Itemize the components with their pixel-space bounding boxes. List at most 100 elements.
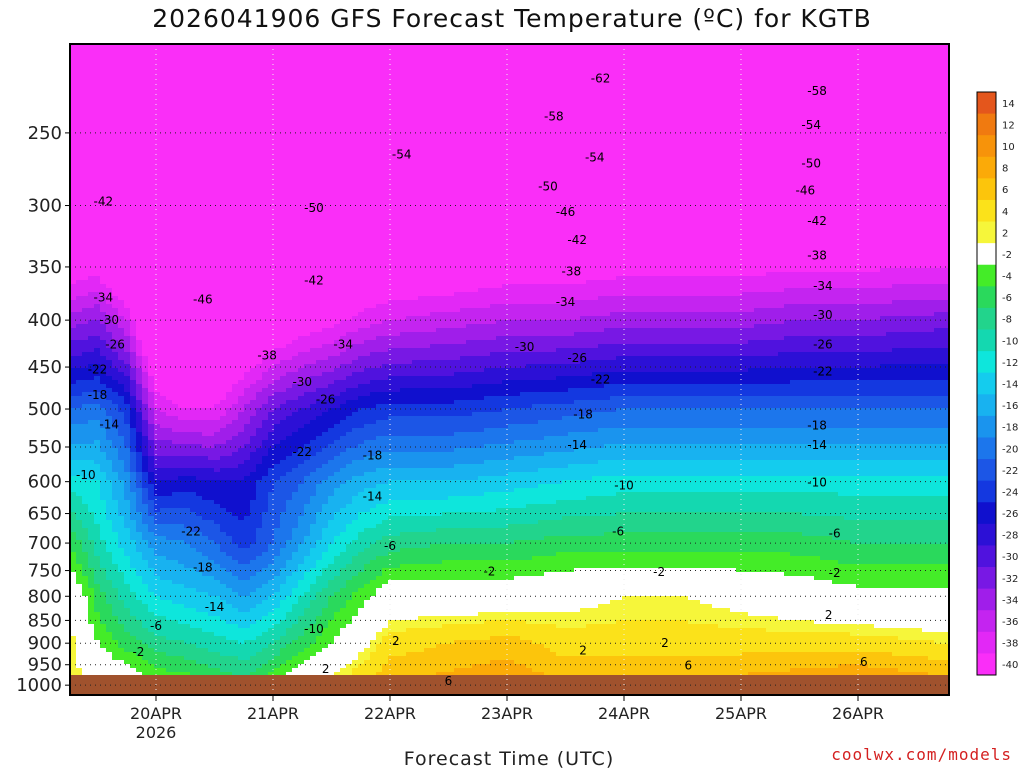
heatmap-cell bbox=[154, 452, 161, 457]
heatmap-cell bbox=[88, 128, 95, 133]
heatmap-cell bbox=[190, 516, 197, 521]
heatmap-cell bbox=[196, 196, 203, 201]
heatmap-cell bbox=[136, 596, 143, 601]
heatmap-cell bbox=[172, 248, 179, 253]
heatmap-cell bbox=[190, 48, 197, 53]
heatmap-cell bbox=[208, 372, 215, 377]
heatmap-cell bbox=[166, 600, 173, 605]
heatmap-cell bbox=[184, 364, 191, 369]
heatmap-cell bbox=[238, 516, 245, 521]
heatmap-cell bbox=[196, 228, 203, 233]
heatmap-cell bbox=[190, 64, 197, 69]
heatmap-cell bbox=[118, 260, 125, 265]
heatmap-cell bbox=[160, 100, 167, 105]
heatmap-cell bbox=[202, 328, 209, 333]
heatmap-cell bbox=[166, 656, 173, 661]
heatmap-cell bbox=[130, 520, 137, 525]
heatmap-cell bbox=[232, 80, 239, 85]
heatmap-cell bbox=[196, 524, 203, 529]
heatmap-cell bbox=[82, 244, 89, 249]
heatmap-cell bbox=[190, 376, 197, 381]
heatmap-cell bbox=[106, 176, 113, 181]
heatmap-cell bbox=[136, 640, 143, 645]
heatmap-cell bbox=[70, 400, 77, 405]
heatmap-cell bbox=[196, 420, 203, 425]
heatmap-cell bbox=[100, 80, 107, 85]
heatmap-cell bbox=[166, 624, 173, 629]
heatmap-cell bbox=[250, 360, 257, 365]
heatmap-cell bbox=[196, 120, 203, 125]
heatmap-cell bbox=[214, 512, 221, 517]
heatmap-cell bbox=[112, 324, 119, 329]
heatmap-cell bbox=[244, 668, 251, 673]
heatmap-cell bbox=[82, 168, 89, 173]
heatmap-cell bbox=[238, 632, 245, 637]
heatmap-cell bbox=[100, 568, 107, 573]
heatmap-cell bbox=[70, 480, 77, 485]
heatmap-cell bbox=[118, 460, 125, 465]
heatmap-cell bbox=[124, 580, 131, 585]
heatmap-cell bbox=[124, 632, 131, 637]
heatmap-cell bbox=[244, 80, 251, 85]
heatmap-cell bbox=[202, 276, 209, 281]
heatmap-cell bbox=[244, 408, 251, 413]
heatmap-cell bbox=[82, 380, 89, 385]
heatmap-cell bbox=[70, 392, 77, 397]
heatmap-cell bbox=[154, 272, 161, 277]
heatmap-cell bbox=[220, 608, 227, 613]
heatmap-cell bbox=[124, 236, 131, 241]
heatmap-cell bbox=[100, 656, 107, 661]
heatmap-cell bbox=[166, 640, 173, 645]
heatmap-cell bbox=[100, 504, 107, 509]
heatmap-cell bbox=[142, 208, 149, 213]
heatmap-cell bbox=[166, 372, 173, 377]
heatmap-cell bbox=[238, 208, 245, 213]
heatmap-cell bbox=[214, 516, 221, 521]
heatmap-cell bbox=[250, 100, 257, 105]
heatmap-cell bbox=[154, 168, 161, 173]
heatmap-cell bbox=[232, 560, 239, 565]
heatmap-cell bbox=[76, 480, 83, 485]
heatmap-cell bbox=[160, 52, 167, 57]
heatmap-cell bbox=[178, 492, 185, 497]
heatmap-cell bbox=[196, 68, 203, 73]
heatmap-cell bbox=[214, 436, 221, 441]
heatmap-cell bbox=[250, 428, 257, 433]
heatmap-cell bbox=[190, 428, 197, 433]
heatmap-cell bbox=[196, 540, 203, 545]
heatmap-cell bbox=[112, 428, 119, 433]
heatmap-cell bbox=[190, 144, 197, 149]
heatmap-cell bbox=[244, 616, 251, 621]
heatmap-cell bbox=[94, 356, 101, 361]
heatmap-cell bbox=[172, 364, 179, 369]
heatmap-cell bbox=[160, 268, 167, 273]
heatmap-cell bbox=[226, 588, 233, 593]
heatmap-cell bbox=[166, 320, 173, 325]
heatmap-cell bbox=[76, 564, 83, 569]
heatmap-cell bbox=[244, 436, 251, 441]
heatmap-cell bbox=[232, 476, 239, 481]
heatmap-cell bbox=[70, 540, 77, 545]
heatmap-cell bbox=[136, 232, 143, 237]
heatmap-cell bbox=[154, 668, 161, 673]
heatmap-cell bbox=[148, 316, 155, 321]
heatmap-cell bbox=[106, 412, 113, 417]
heatmap-cell bbox=[244, 312, 251, 317]
heatmap-cell bbox=[238, 228, 245, 233]
heatmap-cell bbox=[82, 580, 89, 585]
heatmap-cell bbox=[124, 452, 131, 457]
heatmap-cell bbox=[148, 480, 155, 485]
heatmap-cell bbox=[238, 220, 245, 225]
heatmap-cell bbox=[106, 416, 113, 421]
heatmap-cell bbox=[112, 588, 119, 593]
heatmap-cell bbox=[136, 572, 143, 577]
heatmap-cell bbox=[112, 420, 119, 425]
heatmap-cell bbox=[178, 588, 185, 593]
heatmap-cell bbox=[160, 288, 167, 293]
heatmap-cell bbox=[76, 220, 83, 225]
heatmap-cell bbox=[160, 148, 167, 153]
heatmap-cell bbox=[232, 604, 239, 609]
heatmap-cell bbox=[160, 396, 167, 401]
heatmap-cell bbox=[88, 560, 95, 565]
heatmap-cell bbox=[70, 636, 77, 641]
